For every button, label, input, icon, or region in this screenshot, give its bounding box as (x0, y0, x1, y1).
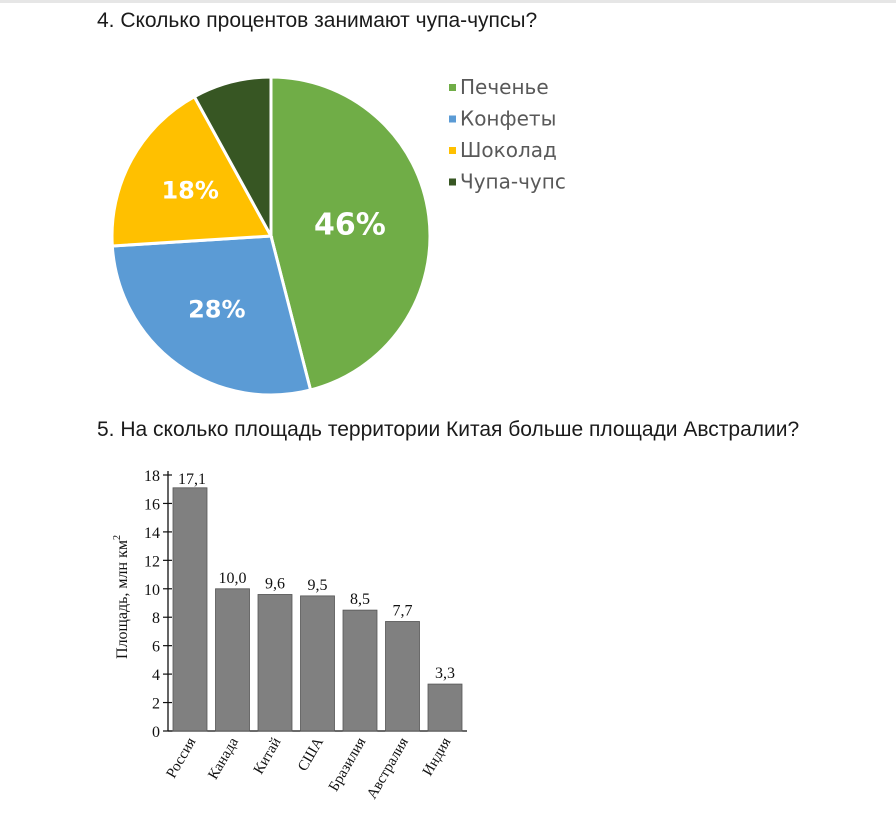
category-label-Китай: Китай (251, 735, 285, 777)
legend-marker-2 (449, 115, 456, 123)
bar-value-label-США: 9,5 (308, 577, 328, 594)
bar-США (300, 595, 335, 732)
legend-label-2: Конфеты (460, 107, 556, 131)
category-label-Канада: Канада (205, 735, 242, 783)
legend-marker-3 (449, 147, 456, 154)
pie-chart: 46% 28% 18% (110, 75, 432, 397)
pie-slice-label-2: 28% (188, 296, 245, 324)
y-tick-label-6: 6 (152, 639, 160, 656)
category-label-Индия: Индия (420, 735, 455, 779)
y-tick-label-2: 2 (152, 696, 160, 713)
bar-value-label-Бразилия: 8,5 (350, 591, 370, 608)
pie-slice-label-1: 46% (314, 208, 386, 243)
y-tick-label-0: 0 (152, 724, 160, 741)
bar-value-label-Канада: 10,0 (219, 570, 247, 587)
legend-marker-1 (449, 84, 456, 91)
bar-Австралия (385, 621, 420, 732)
y-tick-label-16: 16 (144, 496, 160, 513)
category-label-Россия: Россия (164, 735, 200, 781)
legend-label-3: Шоколад (460, 138, 557, 162)
pie-slice-1 (269, 75, 432, 392)
question-4-text: 4. Сколько процентов занимают чупа-чупсы… (97, 9, 538, 32)
bar-Китай (257, 594, 293, 732)
pie-slice-label-3: 18% (161, 177, 218, 205)
question-5-text: 5. На сколько площадь территории Китая б… (97, 418, 800, 441)
bar-Канада (215, 588, 250, 732)
legend-marker-4 (449, 178, 456, 186)
bar-value-label-Индия: 3,3 (435, 665, 455, 682)
top-divider (0, 0, 896, 3)
legend-label-1: Печенье (460, 75, 549, 99)
category-label-Австралия: Австралия (364, 735, 412, 802)
y-tick-label-8: 8 (152, 610, 160, 627)
bar-value-label-Австралия: 7,7 (393, 602, 413, 619)
y-axis-label: Площадь, млн км2 (112, 535, 131, 659)
pie-slice-4 (192, 75, 273, 237)
legend-label-4: Чупа-чупс (460, 170, 566, 194)
category-label-США: США (295, 735, 327, 774)
pie-legend: Печенье Конфеты Шоколад Чупа-чупс (449, 75, 566, 194)
pie-slice-3 (110, 94, 274, 248)
y-tick-label-12: 12 (144, 553, 160, 570)
pie-slice-2 (110, 234, 313, 397)
y-tick-label-4: 4 (152, 667, 160, 684)
bar-Россия (172, 487, 208, 732)
bar-Бразилия (342, 609, 378, 732)
y-tick-label-18: 18 (144, 468, 160, 485)
bar-Индия (427, 683, 463, 732)
y-tick-label-10: 10 (144, 582, 160, 599)
y-tick-label-14: 14 (144, 525, 160, 542)
bar-value-label-Россия: 17,1 (178, 471, 206, 488)
y-axis-label-superscript: 2 (112, 535, 123, 540)
bar-value-label-Китай: 9,6 (265, 575, 285, 592)
y-axis-label-text: Площадь, млн км (114, 540, 131, 659)
category-label-Бразилия: Бразилия (326, 735, 369, 794)
